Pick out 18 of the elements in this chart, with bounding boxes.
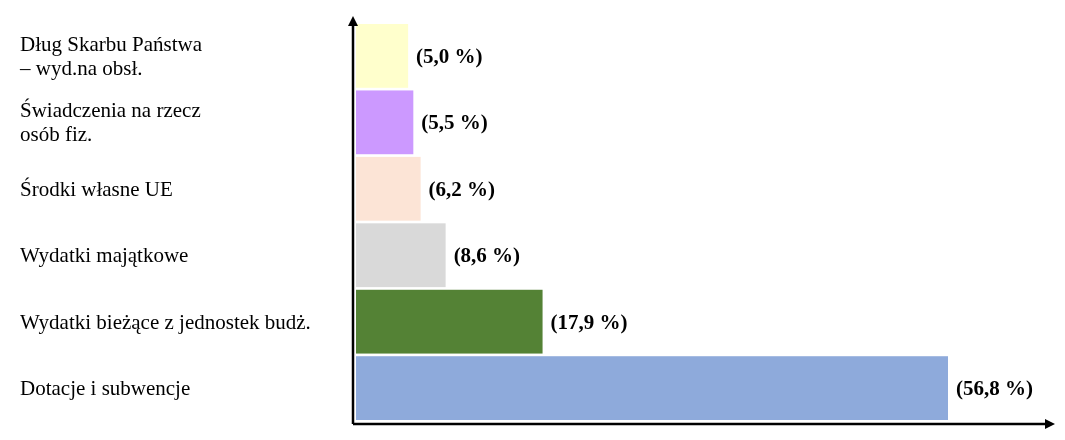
data-label: (56,8 %) (956, 376, 1033, 401)
y-tick-label: Środki własne UE (20, 176, 173, 201)
data-label: (5,0 %) (416, 43, 483, 68)
bar (356, 289, 543, 354)
data-label: (17,9 %) (550, 309, 628, 334)
y-tick-label: Dotacje i subwencje (20, 376, 191, 401)
y-tick-label: Świadczenia na rzecz osób fiz. (20, 98, 201, 147)
data-label: (6,2 %) (428, 176, 496, 201)
y-tick-label: Dług Skarbu Państwa – wyd.na obsł. (19, 31, 203, 80)
bar (356, 356, 948, 420)
y-tick-label: Wydatki bieżące z jednostek budż. (20, 309, 311, 334)
bar (356, 223, 446, 288)
bar (356, 156, 421, 221)
bar (356, 24, 409, 88)
data-label: (5,5 %) (421, 110, 488, 135)
bar (356, 90, 414, 155)
data-label: (8,6 %) (453, 243, 521, 268)
y-tick-label: Wydatki majątkowe (20, 243, 189, 268)
